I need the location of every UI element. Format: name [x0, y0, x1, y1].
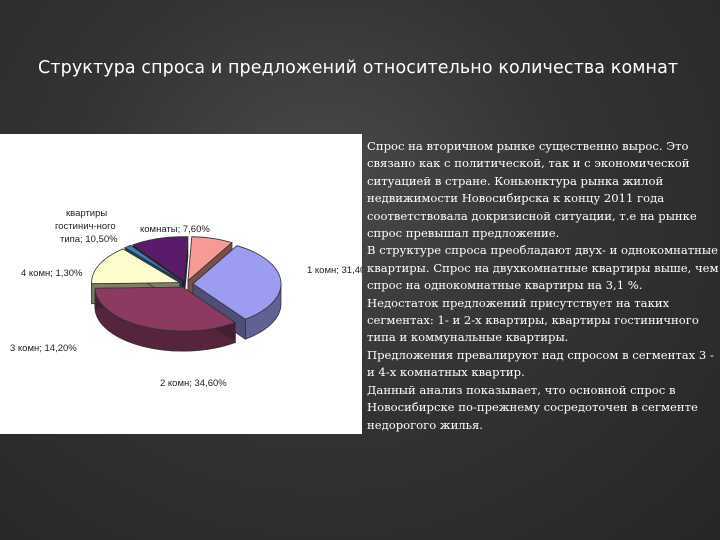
pie-chart-panel: 1 комн; 31,40% 2 комн; 34,60% 3 комн; 14… [0, 134, 362, 434]
slice-top-2-комн [94, 286, 237, 332]
paragraph-demand-growth: Спрос на вторичном рынке существенно выр… [367, 139, 697, 241]
slice-top-4-комн [124, 244, 182, 282]
description-text: Спрос на вторичном рынке существенно выр… [367, 138, 719, 434]
paragraph-supply-shortage: Недостаток предложений присутствует на т… [367, 295, 699, 345]
slice-top-квартиры-гостинич-ного-типа [132, 236, 189, 282]
label-hotel-line-2: гостинич-ного [55, 221, 116, 232]
slice-top-комнаты [187, 236, 233, 282]
label-hotel-line-3: типа; 10,50% [60, 234, 118, 245]
label-2-room: 2 комн; 34,60% [160, 378, 227, 389]
pie-labels: 1 комн; 31,40% 2 комн; 34,60% 3 комн; 14… [10, 208, 362, 389]
label-4-room: 4 комн; 1,30% [21, 268, 83, 279]
paragraph-supply-surplus: Предложения превалируют над спросом в се… [367, 347, 714, 380]
label-rooms: комнаты; 7,60% [140, 224, 210, 235]
slice-top-1-комн [192, 245, 282, 320]
label-hotel-line-1: квартиры [66, 208, 107, 219]
pie-chart: 1 комн; 31,40% 2 комн; 34,60% 3 комн; 14… [10, 208, 362, 389]
slice-top-3-комн [91, 248, 182, 285]
paragraph-conclusion: Данный анализ показывает, что основной с… [367, 382, 698, 432]
slide-title: Структура спроса и предложений относител… [38, 58, 679, 78]
label-3-room: 3 комн; 14,20% [10, 343, 77, 354]
pie-slices [91, 236, 282, 352]
paragraph-demand-structure: В структуре спроса преобладают двух- и о… [367, 243, 719, 293]
label-1-room: 1 комн; 31,40% [307, 265, 362, 276]
